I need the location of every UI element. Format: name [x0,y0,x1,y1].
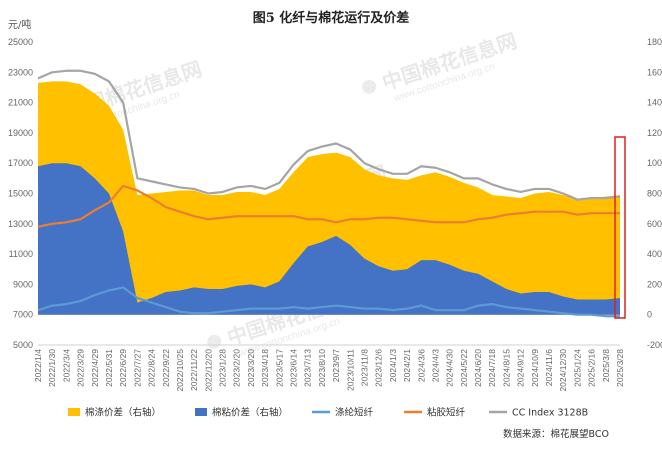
x-axis-tick: 2022/1/30 [47,349,57,387]
legend-item: CC Index 3128B [489,408,588,419]
left-axis-tick: 7000 [13,310,33,320]
legend-label: 涤纶短纤 [335,407,374,419]
x-axis-tick: 2023/7/13 [303,349,313,387]
legend-item: 棉粘价差（右轴） [195,407,288,419]
legend-item: 粘胶短纤 [404,407,466,419]
x-axis-tick: 2022/8/24 [147,349,157,387]
x-axis-tick: 2022/7/27 [132,349,142,387]
plot-areas [38,81,620,315]
x-axis-tick: 2022/10/25 [175,349,185,392]
x-axis-tick: 2024/11/6 [544,349,554,386]
x-axis-tick: 2024/6/20 [473,349,483,387]
x-axis-tick: 2024/4/3 [430,349,440,382]
x-axis-tick: 2023/2/20 [232,349,242,387]
x-axis-tick: 2023/8/10 [317,349,327,387]
x-axis-tick: 2023/1/28 [218,349,228,387]
x-axis-tick: 2022/3/29 [76,349,86,387]
x-axis-tick: 2023/5/17 [274,349,284,387]
right-axis-tick: 4000 [647,249,662,259]
legend-label: 棉涤价差（右轴） [85,407,161,419]
legend-swatch [195,408,207,416]
legend-label: 棉粘价差（右轴） [212,407,288,419]
right-axis-tick: 10000 [647,158,662,168]
left-axis: 5000 7000 9000 11000 13000 15000 17000 19000 210… [8,37,33,350]
right-axis-tick: 12000 [647,128,662,138]
right-axis-tick: 16000 [647,67,662,77]
right-axis: -2000 0 2000 4000 6000 8000 10000 12000 14000 160… [647,37,662,350]
left-axis-tick: 19000 [8,128,33,138]
left-axis-tick: 5000 [13,340,33,350]
legend-swatch [68,408,80,416]
legend: 棉涤价差（右轴） 棉粘价差（右轴） 涤纶短纤 粘胶短纤 CC Index 3128B [68,407,588,419]
right-axis-tick: 14000 [647,98,662,108]
x-axis-tick: 2024/1/3 [388,349,398,382]
x-axis-tick: 2025/1/24 [572,349,582,387]
x-axis-tick: 2022/12/20 [203,349,213,392]
line-series [37,286,620,318]
right-axis-tick: 6000 [647,219,662,229]
x-axis-tick: 2022/6/29 [118,349,128,387]
x-axis: 2022/1/4 2022/1/30 2022/3/4 2022/3/29 2022/4… [33,344,625,392]
x-axis-tick: 2023/6/14 [289,349,299,387]
area-series [38,163,620,315]
watermark-logo-icon [362,79,377,94]
legend-label: CC Index 3128B [512,408,588,419]
left-axis-tick: 25000 [8,37,33,47]
x-axis-tick: 2024/3/6 [416,349,426,382]
source-note: 数据来源：棉花展望BCO [503,428,609,440]
legend-item: 棉涤价差（右轴） [68,407,161,419]
x-axis-tick: 2022/1/4 [33,349,43,382]
line-series [37,69,621,201]
x-axis-tick: 2023/4/18 [260,349,270,387]
x-axis-tick: 2024/2/1 [402,349,412,382]
x-axis-tick: 2025/3/28 [615,349,625,387]
right-axis-tick: 0 [647,310,652,320]
x-axis-tick: 2024/7/18 [487,349,497,387]
x-axis-tick: 2024/5/22 [459,349,469,387]
x-axis-tick: 2025/2/16 [587,349,597,387]
x-axis-tick: 2022/11/22 [189,349,199,391]
area-series [38,81,620,315]
left-axis-tick: 21000 [8,98,33,108]
x-axis-tick: 2024/9/12 [516,349,526,387]
left-axis-tick: 15000 [8,189,33,199]
right-axis-tick: -2000 [647,340,662,350]
left-axis-unit: 元/吨 [8,18,31,31]
legend-label: 粘胶短纤 [427,407,466,419]
x-axis-tick: 2023/3/20 [246,349,256,387]
x-axis-tick: 2024/4/30 [445,349,455,387]
x-axis-tick: 2023/9/7 [331,349,341,382]
x-axis-tick: 2022/9/22 [161,349,171,387]
line-series [37,184,620,228]
x-axis-tick: 2022/4/29 [90,349,100,387]
right-axis-tick: 8000 [647,189,662,199]
x-axis-tick: 2024/10/9 [530,349,540,387]
x-axis-tick: 2023/10/11 [345,349,355,391]
x-axis-tick: 2023/12/6 [374,349,384,387]
x-axis-tick: 2022/3/4 [61,349,71,382]
x-axis-tick: 2024/8/15 [501,349,511,387]
watermark-logo-icon [207,334,222,349]
x-axis-tick: 2022/5/31 [104,349,114,387]
chart-title: 图5 化纤与棉花运行及价差 [253,10,410,26]
left-axis-tick: 11000 [9,249,33,259]
x-axis-tick: 2024/12/30 [558,349,568,392]
right-axis-tick: 18000 [647,37,662,47]
left-axis-tick: 13000 [8,219,33,229]
left-axis-tick: 9000 [13,279,33,289]
plot-lines [37,69,621,318]
x-axis-tick: 2023/11/8 [359,349,369,386]
left-axis-tick: 23000 [8,67,33,77]
left-axis-tick: 17000 [8,158,33,168]
highlight-box [614,136,626,319]
legend-item: 涤纶短纤 [312,407,374,419]
x-axis-tick: 2025/3/8 [601,349,611,382]
right-axis-tick: 2000 [647,279,662,289]
